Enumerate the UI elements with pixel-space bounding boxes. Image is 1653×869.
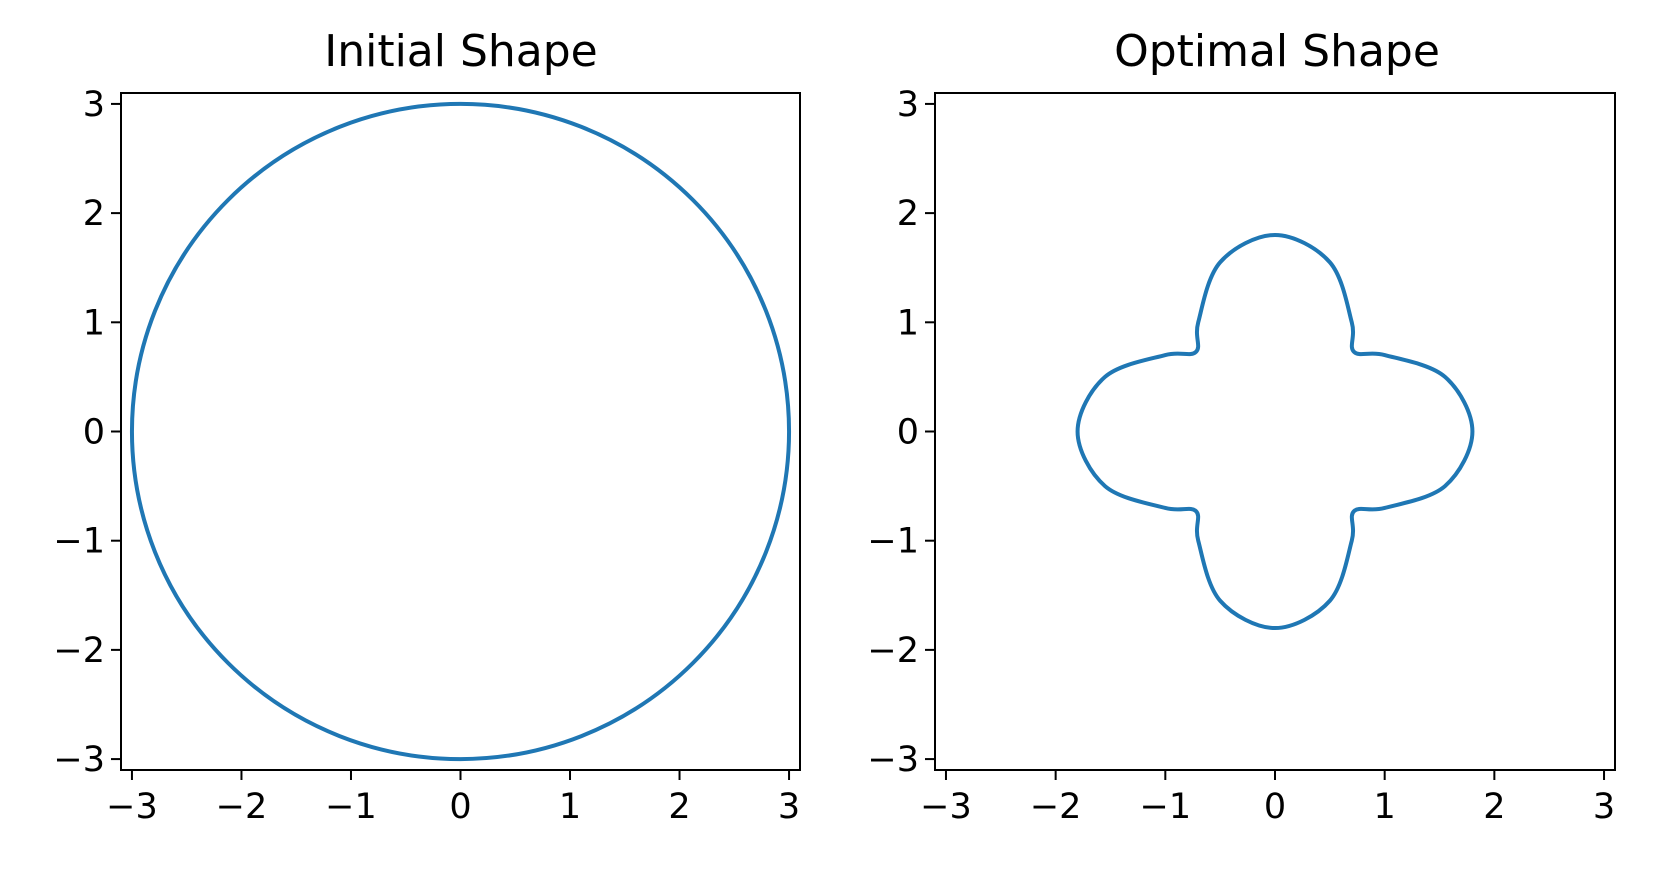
x-tick-label: −2 bbox=[216, 787, 268, 827]
series-line bbox=[1075, 232, 1475, 631]
plot-area: −3 −2 −1 0 1 2 3 −3 −2 −1 0 1 2 3 bbox=[867, 85, 1616, 827]
x-tick-label: 2 bbox=[1483, 787, 1505, 827]
subplot-initial-shape: Initial Shape −3 −2 −1 0 1 2 3 −3 −2 −1 0 1 2 3 bbox=[53, 26, 801, 827]
y-tick-label: 1 bbox=[83, 303, 105, 343]
y-tick-label: 0 bbox=[897, 413, 919, 453]
y-tick-label: 3 bbox=[83, 85, 105, 125]
x-tick-label: 3 bbox=[778, 787, 800, 827]
y-tick-label: −1 bbox=[867, 522, 919, 562]
y-tick-label: −3 bbox=[867, 740, 919, 780]
y-tick-label: −2 bbox=[867, 631, 919, 671]
series-line bbox=[129, 101, 792, 762]
y-tick-label: 0 bbox=[83, 413, 105, 453]
y-tick-label: −2 bbox=[53, 631, 105, 671]
y-tick-label: 2 bbox=[83, 194, 105, 234]
x-tick-label: 2 bbox=[668, 787, 690, 827]
y-tick-label: 3 bbox=[897, 85, 919, 125]
y-tick-label: 2 bbox=[897, 194, 919, 234]
subplot-optimal-shape: Optimal Shape −3 −2 −1 0 1 2 3 −3 −2 −1 0 1 2 3 bbox=[867, 26, 1616, 827]
x-tick-label: −2 bbox=[1030, 787, 1082, 827]
y-tick-label: −1 bbox=[53, 522, 105, 562]
x-tick-label: −1 bbox=[1140, 787, 1192, 827]
subplot-title: Optimal Shape bbox=[1114, 26, 1440, 77]
x-tick-label: −3 bbox=[106, 787, 158, 827]
x-tick-label: 0 bbox=[449, 787, 471, 827]
x-tick-label: 3 bbox=[1593, 787, 1615, 827]
x-tick-label: 0 bbox=[1264, 787, 1286, 827]
y-tick-label: −3 bbox=[53, 740, 105, 780]
x-tick-label: −1 bbox=[325, 787, 377, 827]
x-tick-label: −3 bbox=[920, 787, 972, 827]
x-tick-label: 1 bbox=[1374, 787, 1396, 827]
subplot-title: Initial Shape bbox=[324, 26, 598, 77]
x-tick-label: 1 bbox=[559, 787, 581, 827]
plot-area: −3 −2 −1 0 1 2 3 −3 −2 −1 0 1 2 3 bbox=[53, 85, 801, 827]
y-tick-label: 1 bbox=[897, 303, 919, 343]
